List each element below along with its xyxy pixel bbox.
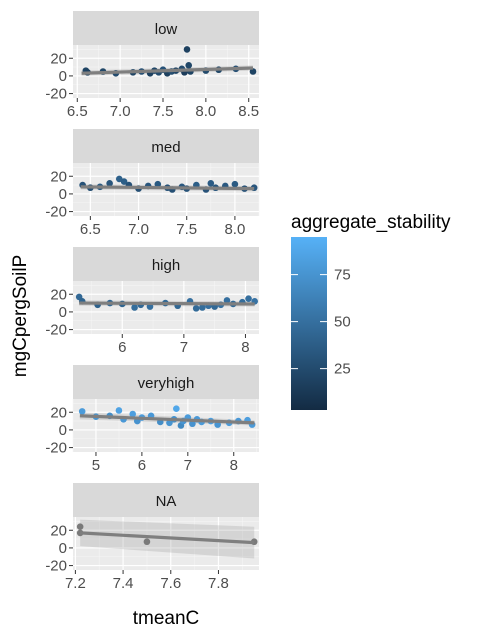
y-tick-label: 0 — [59, 540, 67, 557]
y-tick-label: -20 — [45, 86, 67, 103]
y-tick-label: 0 — [59, 186, 67, 203]
x-tick-label: 6.5 — [67, 103, 88, 120]
y-tick-label: -20 — [45, 322, 67, 339]
facet-panel-med: med 200-20 6.5 7.0 7.5 8.0 — [45, 129, 259, 238]
y-tick-label: 20 — [50, 50, 67, 67]
x-tick-label: 6 — [118, 339, 126, 356]
plot-background — [73, 281, 259, 334]
data-point — [116, 407, 123, 414]
x-tick-label: 7.8 — [208, 575, 229, 592]
facet-strip-label: high — [152, 257, 180, 274]
x-tick-label: 7 — [184, 457, 192, 474]
colorbar-tick-label: 25 — [334, 361, 351, 378]
facet-panel-na: NA 200-207.2 7.4 7.6 7.8 — [45, 483, 259, 592]
x-tick-label: 7 — [180, 339, 188, 356]
x-tick-label: 7.5 — [153, 103, 174, 120]
x-tick-label: 7.0 — [128, 221, 149, 238]
y-tick-label: 0 — [59, 68, 67, 85]
y-tick-label: -20 — [45, 204, 67, 221]
x-tick-label: 8 — [230, 457, 238, 474]
x-tick-label: 8.0 — [224, 221, 245, 238]
data-point — [232, 181, 239, 188]
regression-line — [79, 303, 255, 304]
x-tick-label: 7.4 — [113, 575, 134, 592]
x-tick-label: 7.0 — [110, 103, 131, 120]
y-tick-label: 20 — [50, 286, 67, 303]
x-tick-label: 7.5 — [176, 221, 197, 238]
x-tick-label: 5 — [92, 457, 100, 474]
y-tick-label: -20 — [45, 558, 67, 575]
data-point — [144, 538, 151, 545]
y-tick-label: 20 — [50, 404, 67, 421]
y-axis-title: mgCpergSoilP — [10, 255, 31, 378]
facet-strip-label: med — [151, 139, 180, 156]
x-tick-label: 6 — [138, 457, 146, 474]
data-point — [185, 62, 192, 69]
x-tick-label: 7.2 — [65, 575, 86, 592]
x-tick-label: 8.0 — [195, 103, 216, 120]
y-tick-label: -20 — [45, 440, 67, 457]
colorbar-legend: aggregate_stability 75 50 25 — [291, 212, 451, 410]
x-tick-label: 6.5 — [80, 221, 101, 238]
data-point — [131, 304, 138, 311]
colorbar-tick-label: 50 — [334, 314, 351, 331]
regression-line — [81, 187, 254, 189]
data-point — [184, 46, 191, 53]
y-tick-label: 20 — [50, 522, 67, 539]
facet-panel-veryhigh: veryhigh 200-20 5 6 7 8 — [45, 365, 259, 474]
data-point — [79, 408, 86, 415]
colorbar-gradient — [291, 237, 327, 410]
facet-panel-low: low 200-206.5 7.0 7.5 8.0 8.5 — [45, 11, 259, 120]
x-axis-title: tmeanC — [133, 608, 200, 629]
y-tick-label: 20 — [50, 168, 67, 185]
facet-strip-label: NA — [156, 493, 177, 510]
facet-strip-label: veryhigh — [138, 375, 195, 392]
data-point — [77, 523, 84, 530]
data-point — [245, 295, 252, 302]
data-point — [173, 405, 180, 412]
facet-strip-label: low — [155, 21, 178, 38]
colorbar-tick-label: 75 — [334, 267, 351, 284]
x-tick-label: 8.5 — [238, 103, 259, 120]
colorbar-title: aggregate_stability — [291, 212, 451, 233]
facet-panel-high: high 200-20 6 7 8 — [45, 247, 259, 356]
y-tick-label: 0 — [59, 304, 67, 321]
data-point — [193, 305, 200, 312]
x-tick-label: 8 — [241, 339, 249, 356]
y-tick-label: 0 — [59, 422, 67, 439]
x-tick-label: 7.6 — [160, 575, 181, 592]
